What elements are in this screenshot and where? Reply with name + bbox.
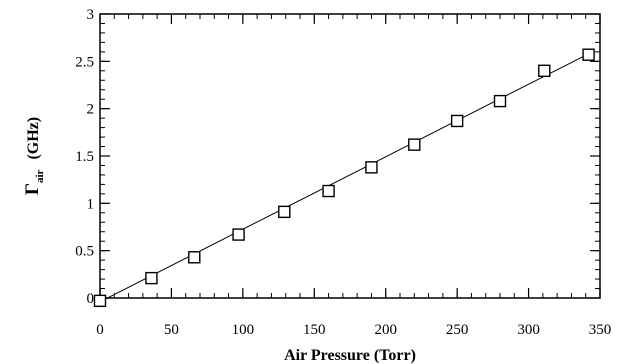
major-ticks xyxy=(99,13,601,299)
data-point xyxy=(93,294,107,308)
x-tick-label: 350 xyxy=(589,322,612,338)
data-point xyxy=(232,228,245,241)
y-axis-title: Γair (GHz) xyxy=(22,117,46,195)
data-point xyxy=(145,271,158,285)
plot-frame xyxy=(99,13,601,299)
x-tick-labels: 0 50 100 150 200 250 300 350 xyxy=(96,322,611,338)
y-axis-unit: (GHz) xyxy=(25,117,42,160)
x-tick-label: 150 xyxy=(303,322,326,338)
minor-ticks xyxy=(99,13,601,299)
data-point xyxy=(322,184,335,198)
data-point xyxy=(493,94,507,108)
data-point xyxy=(408,138,421,151)
y-tick-label: 2 xyxy=(87,102,95,118)
data-point xyxy=(582,48,595,61)
data-points xyxy=(93,48,595,308)
y-tick-label: 1.5 xyxy=(75,149,94,165)
data-point xyxy=(188,251,201,264)
y-tick-label: 0.5 xyxy=(75,244,94,260)
data-point xyxy=(365,161,378,174)
x-tick-label: 0 xyxy=(96,322,104,338)
x-tick-label: 300 xyxy=(517,322,540,338)
y-tick-label: 0 xyxy=(87,291,95,307)
x-tick-label: 250 xyxy=(446,322,469,338)
data-point xyxy=(450,114,464,128)
y-axis-subscript: air xyxy=(34,169,46,183)
x-tick-label: 200 xyxy=(374,322,397,338)
y-tick-label: 1 xyxy=(87,196,95,212)
x-tick-label: 100 xyxy=(232,322,255,338)
data-point xyxy=(278,205,291,219)
y-tick-label: 3 xyxy=(87,7,95,23)
x-tick-label: 50 xyxy=(164,322,179,338)
svg-text:Γair(GHz): Γair (GHz) xyxy=(22,117,46,195)
y-axis-symbol: Γ xyxy=(22,183,43,195)
y-tick-labels: 0 0.5 1 1.5 2 2.5 3 xyxy=(75,7,94,307)
data-point xyxy=(538,64,551,78)
y-tick-label: 2.5 xyxy=(75,54,94,70)
x-axis-title: Air Pressure (Torr) xyxy=(284,347,416,364)
fit-line xyxy=(99,53,589,303)
